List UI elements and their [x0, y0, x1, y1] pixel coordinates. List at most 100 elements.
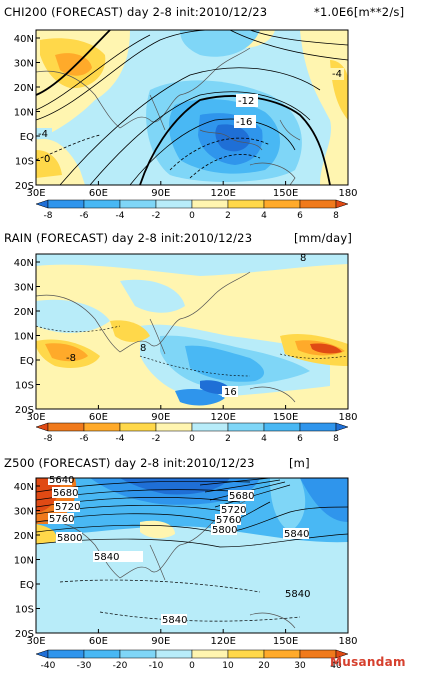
colorbar-swatch [155, 199, 193, 209]
colorbar-swatch [335, 649, 349, 659]
chi200-title: CHI200 (FORECAST) day 2-8 init:2010/12/2… [4, 5, 405, 19]
colorbar-tick-label: -6 [80, 434, 89, 444]
rain-panel: RAIN (FORECAST) day 2-8 init:2010/12/23 … [0, 226, 423, 448]
z500-contour-label: 5840 [162, 615, 187, 626]
lat-tick-label: 10S [15, 381, 34, 392]
colorbar-swatch [47, 649, 85, 659]
lat-tick-label: 30N [14, 507, 34, 518]
rain-colorbar: -8 -6 -4 -2 0 2 4 6 8 [35, 422, 349, 444]
colorbar-tick-label: 30 [294, 661, 306, 671]
colorbar-swatch [35, 422, 49, 432]
colorbar-tick-label: 6 [297, 211, 303, 221]
chi200-contour-label: -4 [38, 129, 48, 140]
lat-tick-label: 40N [14, 34, 34, 45]
colorbar-swatch [299, 199, 337, 209]
colorbar-swatch [263, 649, 301, 659]
colorbar-tick-label: 40 [330, 661, 342, 671]
z500-title: Z500 (FORECAST) day 2-8 init:2010/12/23 … [4, 456, 310, 470]
lat-tick-label: 20N [14, 83, 34, 94]
lon-tick-label: 150E [273, 412, 298, 423]
lat-tick-label: 10N [14, 108, 34, 119]
lon-tick-label: 90E [151, 412, 170, 423]
colorbar-swatch [47, 199, 85, 209]
lon-tick-label: 30E [26, 636, 45, 647]
colorbar-tick-label: -30 [77, 661, 92, 671]
colorbar-swatch [35, 649, 49, 659]
chi200-panel: CHI200 (FORECAST) day 2-8 init:2010/12/2… [0, 0, 423, 222]
lat-tick-label: 10N [14, 556, 34, 567]
colorbar-tick-label: -2 [152, 434, 161, 444]
lon-tick-label: 120E [210, 412, 235, 423]
colorbar-tick-label: 2 [225, 434, 231, 444]
colorbar-tick-label: 20 [258, 661, 270, 671]
lon-tick-label: 120E [210, 636, 235, 647]
rain-contour-label: -8 [66, 353, 76, 364]
lon-tick-label: 60E [89, 412, 108, 423]
colorbar-swatch [119, 422, 157, 432]
lon-tick-label: 30E [26, 412, 45, 423]
colorbar-swatch [335, 422, 349, 432]
lat-tick-label: 20S [15, 405, 34, 416]
z500-contour-label: 5800 [212, 525, 237, 536]
rain-contour-label: 8 [300, 253, 306, 264]
z500-contour-label: 5840 [94, 552, 119, 563]
rain-units: [mm/day] [294, 231, 353, 245]
lon-tick-label: 90E [151, 188, 170, 199]
chi200-contour-label: -4 [332, 69, 342, 80]
colorbar-swatch [83, 199, 121, 209]
colorbar-tick-label: 0 [189, 661, 195, 671]
colorbar-swatch [83, 649, 121, 659]
colorbar-swatch [191, 199, 229, 209]
watermark: Musandam [330, 655, 406, 669]
rain-contour-label: 8 [140, 343, 146, 354]
colorbar-swatch [47, 422, 85, 432]
colorbar-tick-label: 2 [225, 211, 231, 221]
lat-tick-label: 10N [14, 332, 34, 343]
colorbar-tick-label: 0 [189, 434, 195, 444]
lat-tick-label: 10S [15, 157, 34, 168]
lon-tick-label: 120E [210, 188, 235, 199]
colorbar-tick-label: 8 [333, 434, 339, 444]
z500-contour-label: 5800 [57, 533, 82, 544]
chi200-contour-label: -16 [236, 117, 252, 128]
z500-contour-label: 5840 [285, 589, 310, 600]
colorbar-tick-label: -6 [80, 211, 89, 221]
lat-tick-label: EQ [20, 132, 34, 143]
lat-tick-label: 40N [14, 482, 34, 493]
z500-colorbar: -40 -30 -20 -10 0 10 20 30 40 [35, 649, 349, 671]
colorbar-tick-label: -2 [152, 211, 161, 221]
colorbar-swatch [155, 649, 193, 659]
rain-title: RAIN (FORECAST) day 2-8 init:2010/12/23 … [4, 231, 353, 245]
colorbar-swatch [263, 199, 301, 209]
lat-tick-label: EQ [20, 356, 34, 367]
colorbar-swatch [335, 199, 349, 209]
lon-tick-label: 150E [273, 636, 298, 647]
lat-tick-label: 20N [14, 531, 34, 542]
lon-tick-label: 90E [151, 636, 170, 647]
colorbar-tick-label: -10 [149, 661, 164, 671]
lat-tick-label: 20S [15, 629, 34, 640]
colorbar-swatch [227, 649, 265, 659]
colorbar-tick-label: -40 [41, 661, 56, 671]
colorbar-swatch [119, 199, 157, 209]
z500-contour-label: 5720 [221, 505, 246, 516]
z500-panel: Z500 (FORECAST) day 2-8 init:2010/12/23 … [0, 452, 423, 677]
lat-tick-label: 10S [15, 605, 34, 616]
colorbar-tick-label: -4 [116, 434, 125, 444]
z500-contour-label: 5680 [53, 488, 78, 499]
z500-map: 5640 5680 5720 5760 5800 5840 5800 5840 … [14, 474, 358, 647]
lat-tick-label: EQ [20, 580, 34, 591]
colorbar-swatch [119, 649, 157, 659]
lat-tick-label: 30N [14, 59, 34, 70]
colorbar-tick-label: 0 [189, 211, 195, 221]
z500-units: [m] [289, 456, 310, 470]
lon-tick-label: 180 [338, 412, 357, 423]
chi200-contour-label: 0 [44, 154, 50, 165]
chi200-colorbar: -8 -6 -4 -2 0 2 4 6 8 [35, 199, 349, 221]
z500-contour-label: 5680 [229, 491, 254, 502]
colorbar-swatch [155, 422, 193, 432]
